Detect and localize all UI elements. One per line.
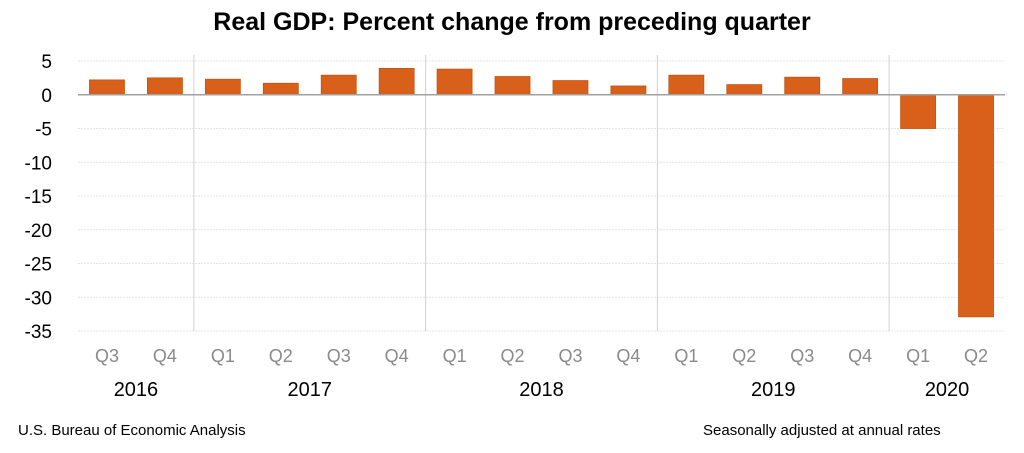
bar	[89, 79, 125, 96]
bar	[436, 68, 473, 96]
x-tick-label: Q2	[964, 346, 988, 366]
year-label: 2017	[288, 379, 333, 401]
bar	[262, 82, 299, 96]
y-tick-label: -30	[25, 288, 52, 309]
bar	[378, 68, 415, 96]
bar	[494, 76, 531, 96]
y-tick-label: 0	[41, 86, 52, 107]
x-tick-label: Q1	[211, 346, 235, 366]
bar	[668, 74, 705, 96]
y-tick-label: -15	[25, 187, 52, 208]
x-tick-label: Q1	[906, 346, 930, 366]
bar	[610, 85, 647, 96]
bar	[552, 80, 589, 96]
x-tick-label: Q2	[269, 346, 293, 366]
y-tick-label: -5	[35, 120, 52, 141]
x-tick-label: Q4	[385, 346, 409, 366]
y-tick-label: 5	[41, 52, 52, 73]
y-tick-label: -10	[25, 153, 52, 174]
x-tick-label: Q1	[674, 346, 698, 366]
y-tick-label: -25	[25, 255, 52, 276]
x-tick-label: Q4	[848, 346, 872, 366]
x-tick-label: Q4	[616, 346, 640, 366]
x-tick-label: Q1	[443, 346, 467, 366]
bar	[320, 74, 357, 96]
y-tick-label: -35	[25, 322, 52, 343]
x-tick-label: Q3	[327, 346, 351, 366]
year-label: 2019	[751, 379, 796, 401]
bar	[842, 78, 879, 96]
bar	[900, 94, 936, 129]
year-label: 2020	[925, 379, 970, 401]
year-label: 2016	[114, 379, 159, 401]
x-tick-label: Q2	[732, 346, 756, 366]
bar	[726, 84, 763, 96]
seasonal-note: Seasonally adjusted at annual rates	[703, 422, 941, 439]
bar	[147, 77, 183, 96]
bar	[784, 76, 821, 96]
x-tick-label: Q4	[153, 346, 177, 366]
x-tick-label: Q3	[95, 346, 119, 366]
source-note: U.S. Bureau of Economic Analysis	[18, 422, 246, 439]
chart-title: Real GDP: Percent change from preceding …	[213, 8, 811, 36]
x-tick-label: Q2	[501, 346, 525, 366]
x-tick-label: Q3	[558, 346, 582, 366]
bar	[958, 94, 994, 318]
year-label: 2018	[519, 379, 564, 401]
x-tick-label: Q3	[790, 346, 814, 366]
y-tick-label: -20	[25, 221, 52, 242]
bar	[204, 78, 241, 96]
